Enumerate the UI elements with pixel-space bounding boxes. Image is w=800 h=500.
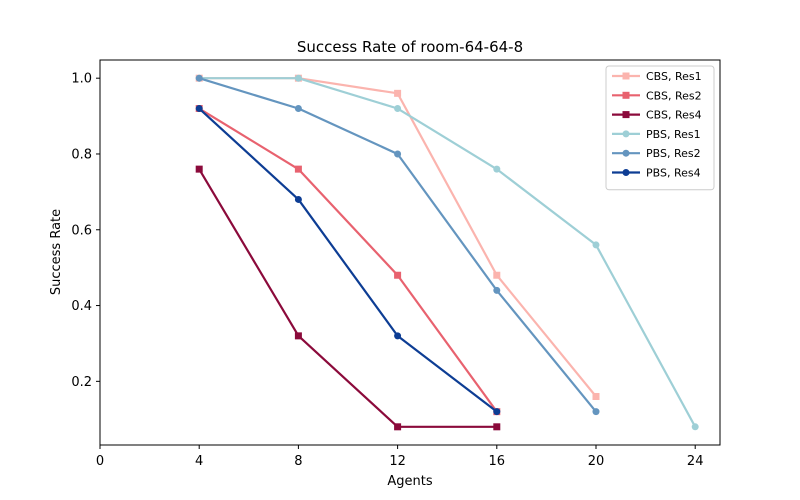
data-point — [294, 74, 302, 82]
series-4 — [195, 74, 600, 416]
legend-swatch-marker — [622, 91, 630, 99]
series-0 — [195, 74, 600, 400]
y-tick-label: 0.4 — [71, 299, 92, 314]
legend-label: PBS, Res2 — [646, 147, 701, 160]
legend-item: CBS, Res2 — [612, 89, 702, 102]
y-axis: 0.2 0.4 0.6 0.8 1.0 — [71, 72, 100, 390]
legend-label: PBS, Res4 — [646, 167, 701, 180]
legend-item: CBS, Res4 — [612, 109, 702, 122]
series-line — [199, 77, 597, 398]
legend-swatch-marker — [622, 130, 630, 138]
legend-label: CBS, Res2 — [646, 89, 702, 102]
data-point — [493, 165, 501, 173]
series-2 — [195, 165, 501, 431]
legend-swatch-marker — [622, 72, 630, 80]
x-tick-label: 20 — [588, 454, 605, 469]
x-axis-label: Agents — [387, 474, 432, 489]
series-1 — [195, 105, 501, 416]
series-5 — [195, 105, 501, 416]
legend-swatch-marker — [622, 149, 630, 157]
legend-box — [605, 65, 715, 191]
y-tick-label: 1.0 — [71, 72, 92, 87]
legend-item: PBS, Res1 — [612, 128, 701, 141]
legend-label: CBS, Res1 — [646, 70, 702, 83]
data-point — [294, 195, 302, 203]
x-tick-label: 12 — [389, 454, 406, 469]
data-point — [195, 105, 203, 113]
data-point — [493, 271, 501, 279]
legend-swatch-marker — [622, 169, 630, 176]
series-line — [198, 107, 498, 413]
series-line — [198, 77, 597, 413]
legend: CBS, Res1 CBS, Res2 CBS, Res4 PBS, Res1 PBS,… — [605, 65, 715, 191]
data-point — [394, 271, 402, 279]
data-point — [592, 392, 600, 400]
data-point — [493, 286, 501, 294]
axes-frame — [99, 59, 721, 446]
y-tick-label: 0.2 — [71, 375, 92, 390]
plot-area — [195, 74, 699, 431]
legend-item: CBS, Res1 — [612, 70, 702, 83]
y-tick-label: 0.8 — [71, 147, 92, 162]
data-point — [493, 423, 501, 431]
data-point — [592, 408, 600, 416]
data-point — [294, 165, 302, 173]
x-tick-label: 24 — [687, 454, 704, 469]
data-point — [691, 423, 699, 431]
series-line — [198, 107, 498, 413]
data-point — [592, 241, 600, 249]
data-point — [394, 105, 402, 113]
legend-label: PBS, Res1 — [646, 128, 701, 141]
data-point — [493, 408, 501, 416]
legend-swatch-marker — [622, 111, 630, 119]
y-axis-label: Success Rate — [49, 209, 64, 295]
x-tick-label: 4 — [195, 454, 203, 469]
data-point — [394, 89, 402, 97]
series-line — [198, 168, 497, 428]
data-point — [195, 74, 203, 82]
x-tick-label: 16 — [489, 454, 506, 469]
x-tick-label: 8 — [294, 454, 302, 469]
series-line — [199, 77, 697, 428]
data-point — [294, 332, 302, 340]
x-axis: 0 4 8 12 16 20 24 — [96, 445, 704, 469]
data-point — [394, 423, 402, 431]
series-3 — [195, 74, 699, 431]
legend-label: CBS, Res4 — [646, 109, 702, 122]
x-tick-label: 0 — [96, 454, 104, 469]
y-tick-label: 0.6 — [71, 223, 92, 238]
legend-item: PBS, Res2 — [612, 147, 701, 160]
chart-title: Success Rate of room-64-64-8 — [297, 38, 523, 56]
data-point — [294, 105, 302, 113]
data-point — [394, 332, 402, 340]
data-point — [394, 150, 402, 158]
data-point — [195, 165, 203, 173]
legend-item: PBS, Res4 — [612, 167, 701, 180]
